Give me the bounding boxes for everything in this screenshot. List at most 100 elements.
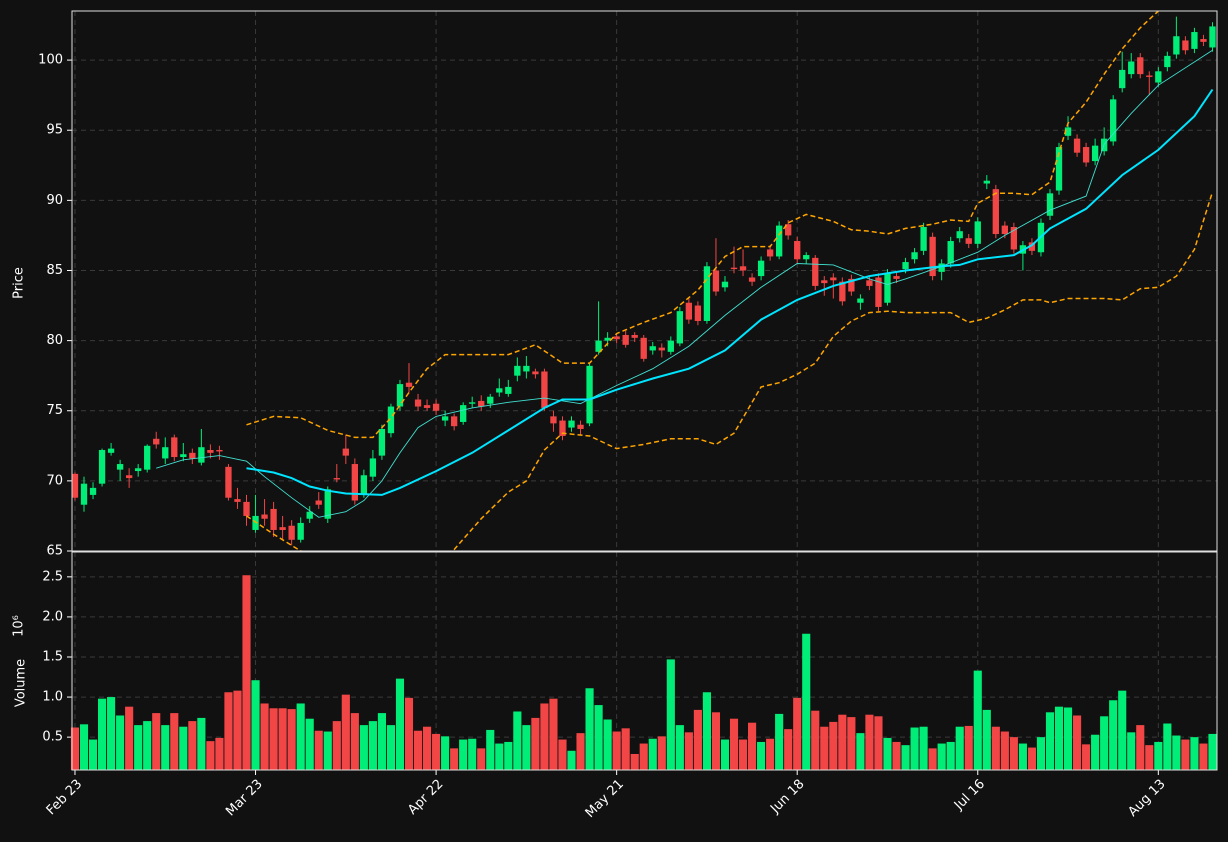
candle-body bbox=[974, 221, 981, 244]
volume-bar bbox=[197, 717, 206, 770]
candle-body bbox=[514, 365, 521, 376]
candle-body bbox=[270, 508, 277, 530]
volume-bar bbox=[766, 738, 775, 770]
candle-body bbox=[288, 525, 295, 540]
volume-frame bbox=[71, 551, 1218, 771]
y-tick-label: 90 bbox=[46, 193, 63, 208]
volume-bar bbox=[1009, 737, 1018, 770]
candle-body bbox=[1001, 225, 1009, 235]
candle-body bbox=[658, 347, 665, 351]
volume-bar bbox=[495, 743, 504, 770]
volume-bar bbox=[847, 717, 856, 770]
candle-body bbox=[1110, 99, 1117, 142]
candle-body bbox=[884, 273, 891, 303]
volume-bar bbox=[179, 726, 188, 770]
volume-bar bbox=[224, 692, 233, 770]
volume-bar bbox=[549, 698, 558, 770]
volume-bar bbox=[585, 688, 594, 770]
candle-body bbox=[947, 241, 954, 264]
y-tick-label: 75 bbox=[46, 403, 63, 418]
volume-bar bbox=[377, 713, 386, 770]
candle-body bbox=[1091, 145, 1099, 162]
candle-body bbox=[216, 450, 223, 452]
volume-bar bbox=[1073, 715, 1082, 770]
volume-bar bbox=[982, 709, 991, 770]
volume-bar bbox=[170, 713, 179, 770]
volume-bar bbox=[1163, 723, 1172, 770]
volume-bar bbox=[1000, 731, 1009, 770]
volume-bar bbox=[450, 748, 459, 770]
candle-body bbox=[414, 399, 422, 407]
candle-body bbox=[685, 302, 693, 320]
candle-body bbox=[1200, 39, 1207, 42]
candle-body bbox=[505, 386, 512, 394]
volume-bar bbox=[395, 678, 405, 770]
volume-bar bbox=[802, 633, 811, 770]
volume-bar bbox=[1172, 735, 1181, 770]
volume-bar bbox=[341, 694, 350, 770]
volume-bar bbox=[1036, 737, 1046, 770]
candle-body bbox=[893, 276, 900, 279]
volume-bar bbox=[1091, 734, 1100, 770]
volume-bar bbox=[79, 724, 89, 770]
volume-bar bbox=[278, 708, 287, 770]
volume-bar bbox=[134, 725, 143, 770]
candle-body bbox=[848, 278, 855, 292]
volume-bar bbox=[350, 713, 359, 770]
volume-bar bbox=[531, 717, 540, 770]
candle-body bbox=[1010, 227, 1018, 250]
volume-bar bbox=[883, 737, 892, 770]
volume-bar bbox=[386, 725, 396, 770]
candle-body bbox=[712, 270, 720, 292]
volume-bar bbox=[757, 741, 766, 770]
y-tick-label: 95 bbox=[46, 123, 63, 138]
volume-bar bbox=[720, 739, 730, 770]
candle-body bbox=[252, 515, 259, 530]
candle-body bbox=[98, 450, 106, 484]
volume-bar bbox=[820, 726, 829, 770]
volume-bar bbox=[486, 729, 495, 770]
overlay-line bbox=[156, 49, 1213, 518]
volume-bar bbox=[612, 731, 621, 770]
candle-body bbox=[577, 424, 584, 429]
volume-bar bbox=[711, 712, 721, 770]
volume-bar bbox=[1109, 700, 1118, 770]
candle-body bbox=[911, 252, 918, 260]
candle-body bbox=[541, 371, 548, 408]
volume-bar bbox=[323, 731, 332, 770]
candle-body bbox=[631, 335, 638, 338]
candle-body bbox=[1128, 61, 1135, 75]
candle-body bbox=[1155, 71, 1162, 83]
volume-bar bbox=[1190, 737, 1199, 770]
candle-body bbox=[1164, 55, 1171, 68]
candle-body bbox=[333, 478, 340, 480]
volume-bar bbox=[793, 697, 802, 770]
candle-body bbox=[983, 180, 990, 184]
overlay-line bbox=[246, 11, 1160, 439]
y-tick-label: 65 bbox=[46, 544, 63, 559]
volume-bar bbox=[675, 725, 684, 770]
candle-body bbox=[721, 281, 729, 288]
candle-body bbox=[523, 365, 530, 372]
volume-bar bbox=[1027, 747, 1036, 770]
candle-body bbox=[821, 280, 828, 284]
volume-bar bbox=[1045, 712, 1055, 770]
candle-body bbox=[243, 501, 250, 516]
volume-bar bbox=[811, 710, 820, 770]
volume-bar bbox=[1199, 743, 1208, 770]
volume-bar bbox=[964, 725, 973, 770]
volume-bar bbox=[1082, 744, 1091, 770]
volume-bar bbox=[838, 714, 847, 770]
candle-body bbox=[766, 249, 774, 257]
overlay-line bbox=[246, 88, 1214, 496]
candle-body bbox=[496, 388, 503, 393]
volume-bar bbox=[666, 659, 675, 770]
candle-body bbox=[992, 189, 999, 235]
candle-body bbox=[730, 267, 738, 270]
volume-bar bbox=[865, 714, 874, 770]
volume-bar bbox=[296, 703, 305, 770]
candle-body bbox=[279, 527, 286, 530]
volume-bar bbox=[215, 737, 224, 770]
volume-bar bbox=[1054, 706, 1064, 770]
candle-body bbox=[261, 514, 268, 519]
